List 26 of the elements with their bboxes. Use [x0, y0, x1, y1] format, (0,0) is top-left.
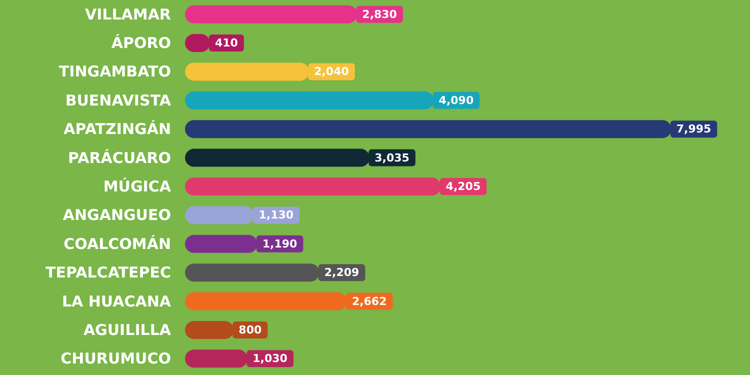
y-tick-label: TINGAMBATO	[58, 62, 171, 81]
y-tick-label: ANGANGUEO	[62, 206, 171, 224]
data-label: 2,662	[352, 294, 387, 308]
y-tick-label: ÁPORO	[111, 34, 171, 52]
y-tick-label: BUENAVISTA	[65, 91, 172, 110]
y-tick-label: COALCOMÁN	[64, 234, 171, 253]
y-tick-label: VILLAMAR	[84, 5, 172, 24]
data-label: 7,995	[676, 122, 712, 136]
data-label: 2,040	[314, 65, 350, 78]
y-tick-label: CHURUMUCO	[60, 350, 171, 368]
data-label: 410	[214, 36, 238, 50]
data-label: 3,035	[374, 151, 410, 164]
y-tick-label: APATZINGÁN	[64, 120, 171, 138]
data-label: 1,190	[262, 237, 298, 250]
y-tick-label: PARÁCUARO	[68, 148, 171, 167]
y-tick-label: MÚGICA	[103, 178, 172, 196]
data-label: 4,090	[438, 94, 474, 107]
y-tick-label: TEPALCATEPEC	[46, 264, 171, 282]
data-label: 2,830	[362, 8, 398, 21]
data-label: 800	[238, 323, 262, 336]
data-label: 1,030	[252, 352, 288, 366]
y-tick-label: AGUILILLA	[83, 320, 172, 339]
data-label: 2,209	[324, 266, 360, 280]
y-tick-label: LA HUACANA	[62, 292, 172, 310]
data-label: 4,205	[446, 180, 481, 193]
data-label: 1,130	[258, 208, 294, 222]
